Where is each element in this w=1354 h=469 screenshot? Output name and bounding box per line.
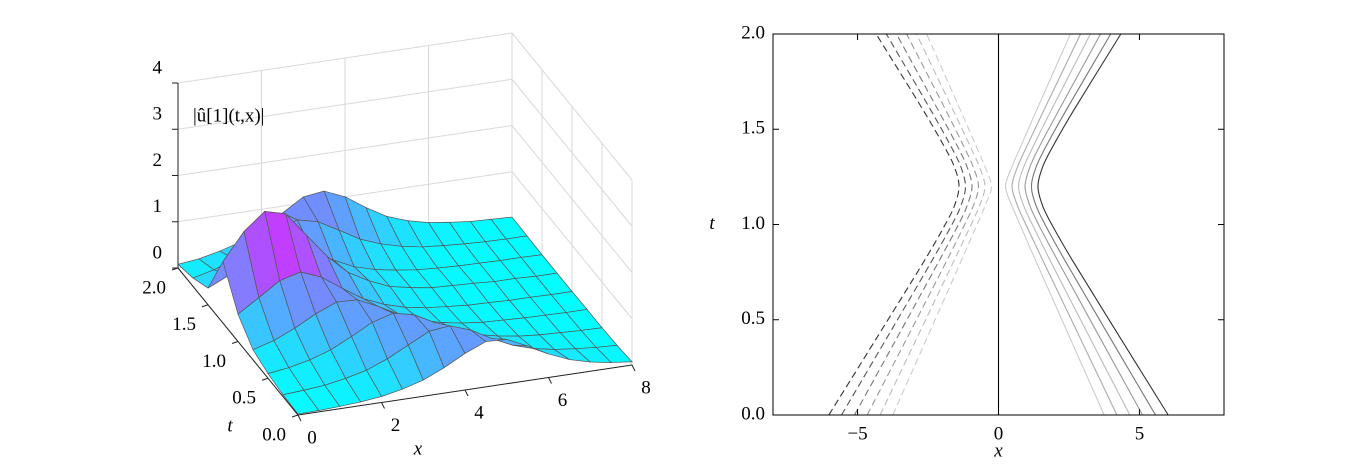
contour-line [853,33,973,416]
annotation: |û[1](t,x)| [193,105,264,126]
x-tick [381,402,385,409]
y-tick-label: 1.5 [741,118,765,139]
contour-line [1004,33,1105,416]
contour-line [892,33,993,416]
surface-plot: 0 1 2 3 4 0 2 4 6 8 0.0 0.5 1.0 1.5 2.0 x t |û[1](t,x)| [142,32,651,459]
t-tick [171,267,179,271]
contour-line [1037,33,1169,416]
wall-grid-line [511,125,633,273]
t-tick [291,414,299,418]
y-tick-label: 0.0 [262,424,286,445]
x-tick-label: 0 [307,427,317,448]
x-tick-label: 8 [641,377,651,398]
contour-line [1030,33,1156,416]
z-tick-label: 0 [153,242,163,263]
wall-grid-line [511,32,633,181]
t-tick [231,341,239,344]
y-tick-label: 1.0 [741,213,765,234]
y-tick-label: 1.5 [172,314,196,335]
z-tick-label: 3 [153,104,163,125]
contour-line [1011,33,1118,416]
contour-line [1017,33,1131,416]
x-tick [464,389,469,397]
x-tick-label: 0 [994,423,1004,444]
surface-patch [282,389,320,415]
contour-line [828,33,960,416]
x-axis-label: x [413,438,423,459]
wall-grid-line [177,32,513,84]
y-axis-label: t [227,415,233,436]
y-axis-label: t [709,213,715,234]
x-tick-label: 6 [558,390,568,411]
y-tick-label: 0.0 [741,403,765,424]
wall-grid-line [177,78,513,130]
wall-grid-line [511,171,633,320]
wall-grid-line [177,125,513,176]
contour-line [1024,33,1144,416]
t-tick [201,304,209,308]
z-tick-label: 1 [153,196,163,217]
y-tick-label: 0.5 [232,388,256,409]
y-tick-label: 1.0 [202,351,226,372]
contour-line [879,33,986,416]
x-tick-label: 4 [474,402,484,423]
contour-line [841,33,967,416]
x-tick-label: 2 [391,415,401,436]
t-tick [261,377,269,381]
y-tick-label: 2.0 [741,22,765,43]
y-tick-label: 2.0 [142,277,166,298]
y-tick-label: 0.5 [741,308,765,329]
wall-grid-line [511,78,633,227]
x-tick [548,377,552,384]
contour-plot: −5 0 5 0.0 0.5 1.0 1.5 2.0 x t [709,22,1225,461]
contour-line [866,33,980,416]
x-tick-label: −5 [847,423,867,444]
z-tick-label: 4 [153,57,163,78]
z-tick-label: 2 [153,150,163,171]
x-tick [631,364,636,372]
x-axis-label: x [993,440,1003,461]
x-tick-label: 5 [1135,423,1145,444]
x-tick [297,414,302,422]
